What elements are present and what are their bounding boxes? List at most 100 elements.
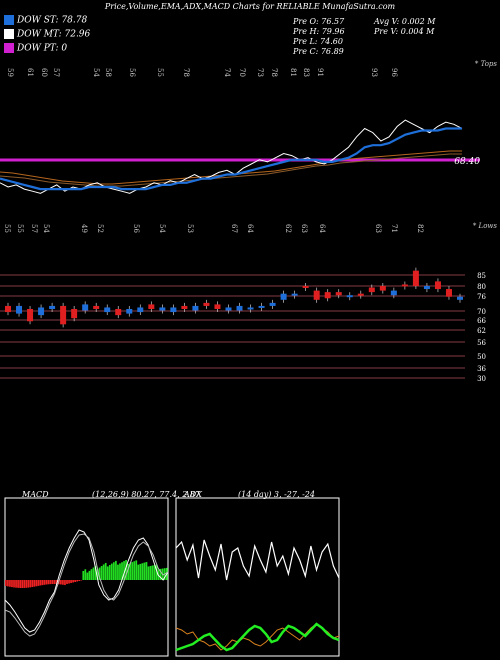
macd-histogram-bar [82,571,85,580]
macd-histogram-bar [27,580,30,588]
macd-histogram-bar [96,569,99,580]
candle-body [368,287,375,293]
macd-histogram-bar [153,565,156,580]
candle-body [401,284,408,287]
level-label: 56 [477,339,486,347]
adx-green-line [175,622,340,652]
candle-body [170,307,177,313]
candle-body [60,305,67,325]
low-label: 71 [390,224,398,233]
candle-body [457,296,463,300]
macd-histogram-bar [37,580,40,586]
macd-histogram-bar [104,562,107,580]
macd-histogram-bar [151,565,154,580]
long-ema-line [0,153,462,187]
legend-label-mt: DOW MT: 72.96 [17,29,91,40]
candle-body [71,309,78,319]
macd-histogram-bar [100,566,103,580]
macd-histogram-bar [121,562,123,580]
macd-histogram-bar [110,563,113,580]
top-label: 61 [26,68,34,77]
low-label: 52 [96,224,104,233]
price-ema-panel: 59 61 60 57 54 58 56 55 78 74 70 73 78 81 83 91 93 96 * To… [0,60,497,194]
macd-histogram-bar [86,572,89,580]
macd-histogram-bar [133,561,136,580]
macd-histogram-bar [149,565,152,580]
candle-body [137,307,144,313]
macd-histogram-bar [68,580,70,584]
macd-histogram-bar [145,561,148,580]
legend-swatch-pt [4,43,14,53]
candle-body [126,309,133,314]
top-label: 81 [289,68,297,77]
legend-dow-mt: DOW MT: 72.96 [4,29,90,40]
macd-params: (12,26,9) 80.27, 77.4, 2.87 [92,490,201,499]
candle-body [357,293,364,296]
macd-histogram-bar [102,564,105,580]
candle-body [104,307,111,313]
candle-body [16,305,23,314]
macd-histogram-bar [123,561,125,580]
top-label: 73 [256,68,264,77]
macd-histogram-bar [90,569,93,580]
candle-body [148,304,155,309]
candle-body [159,307,166,311]
level-label: 85 [477,272,486,280]
macd-histogram-bar [159,568,162,580]
top-label: 70 [238,68,246,77]
stat-open: Pre O: 76.57 [293,17,345,26]
candle-body [49,305,56,309]
low-label: 56 [132,224,140,233]
candle-body [203,302,210,306]
candle-body [324,292,331,299]
level-label: 76 [477,293,486,301]
macd-histogram-bar [94,565,97,580]
macd-histogram-bar [47,580,50,585]
adx-white-line [175,539,340,581]
macd-histogram-bar [62,580,64,585]
candle-body [412,270,419,286]
top-label: 54 [92,68,100,77]
top-label: 57 [52,68,60,77]
level-label: 66 [477,317,486,325]
level-label: 70 [477,308,486,316]
candle-body [5,305,11,313]
adx-params: (14 day) 3, -27, -24 [238,490,315,499]
macd-histogram-bar [60,580,62,585]
low-label: 54 [42,224,50,233]
macd-histogram-bar [137,564,140,580]
macd-histogram-bar [31,580,34,588]
macd-label: MACD [22,490,49,499]
ema-line [0,127,462,191]
low-label: 63 [300,224,308,233]
top-label: 59 [6,68,14,77]
candle-body [269,302,276,306]
low-label: 49 [80,224,88,233]
candle-panel: 55 55 57 54 49 52 56 54 53 67 64 62 63 64 63 71 82 * Lows… [0,222,497,383]
macd-histogram-bar [51,580,54,585]
candle-body [38,307,45,316]
top-label: 58 [104,68,112,77]
macd-histogram-bar [76,580,79,582]
candle-body [280,293,287,300]
stat-pre-volume: Pre V: 0.004 M [374,27,435,36]
low-label: 53 [186,224,194,233]
low-label: 62 [284,224,292,233]
legend-dow-st: DOW ST: 78.78 [4,15,87,26]
legend-swatch-mt [4,29,14,39]
candle-body [115,309,122,316]
candle-body [247,307,254,310]
low-label: 63 [374,224,382,233]
macd-histogram-bar [88,570,91,580]
stat-low: Pre L: 74.60 [293,37,343,46]
macd-histogram-bar [13,580,15,588]
macd-histogram-bar [127,564,129,580]
candle-body [434,281,441,290]
macd-histogram-bar [147,566,150,580]
macd-histogram-bar [64,580,66,586]
stat-high: Pre H: 79.96 [293,27,345,36]
macd-histogram-bar [21,580,24,588]
legend-label-pt: DOW PT: 0 [17,43,68,54]
top-label: 93 [370,68,378,77]
low-label: 64 [246,224,254,233]
